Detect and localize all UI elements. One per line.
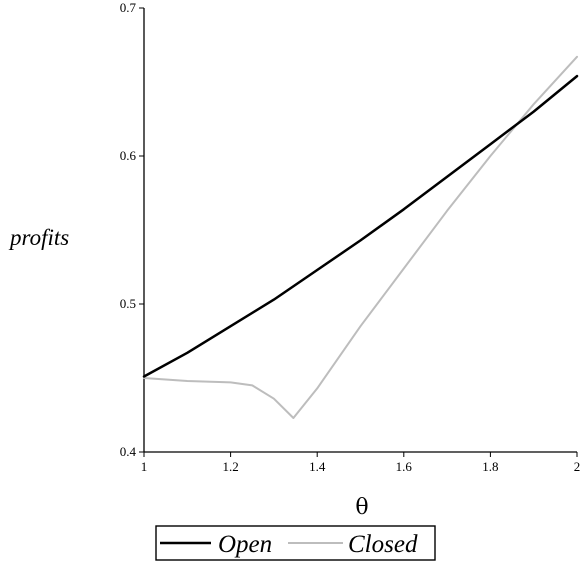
y-tick-label: 0.6	[120, 148, 137, 163]
axes	[143, 8, 577, 453]
series-line-closed	[143, 55, 578, 419]
series-layer	[142, 55, 579, 419]
x-tick-label: 1.8	[482, 459, 498, 474]
x-tick-label: 1.6	[396, 459, 413, 474]
legend-label-open: Open	[218, 531, 272, 558]
x-tick-label: 1.4	[309, 459, 326, 474]
y-tick-label: 0.7	[120, 0, 137, 15]
y-axis-title: profits	[8, 225, 69, 250]
y-tick-label: 0.5	[120, 296, 136, 311]
x-tick-label: 1.2	[222, 459, 238, 474]
x-tick-label: 2	[574, 459, 581, 474]
x-axis-ticks: 1 1.2 1.4 1.6 1.8 2	[141, 452, 581, 474]
x-tick-label: 1	[141, 459, 148, 474]
legend-label-closed: Closed	[348, 531, 418, 558]
legend: Open Closed	[155, 525, 436, 561]
y-axis-ticks: 0.4 0.5 0.6 0.7	[120, 0, 144, 459]
y-tick-label: 0.4	[120, 444, 137, 459]
series-line-open	[142, 74, 579, 378]
x-axis-title: θ	[355, 495, 368, 520]
